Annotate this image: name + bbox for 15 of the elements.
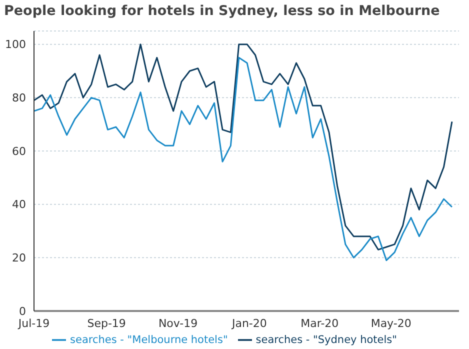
x-tick-label: May-20 xyxy=(370,316,412,330)
y-tick-label: 20 xyxy=(12,252,26,265)
y-tick-label: 0 xyxy=(19,304,26,318)
x-tick-label: Nov-19 xyxy=(158,316,198,330)
x-tick-label: Jan-20 xyxy=(230,316,267,330)
x-tick-label: Mar-20 xyxy=(300,316,339,330)
legend-label: searches - "Sydney hotels" xyxy=(256,334,397,346)
x-tick-label: Sep-19 xyxy=(87,316,126,330)
chart-title: People looking for hotels in Sydney, less so in Melbourne xyxy=(3,2,441,21)
y-tick-label: 40 xyxy=(12,198,26,212)
y-tick-label: 100 xyxy=(5,38,26,52)
x-tick-label: Jul-19 xyxy=(17,316,50,330)
y-tick-label: 80 xyxy=(12,92,26,105)
y-tick-label: 60 xyxy=(12,144,26,158)
legend-label: searches - "Melbourne hotels" xyxy=(70,334,228,346)
